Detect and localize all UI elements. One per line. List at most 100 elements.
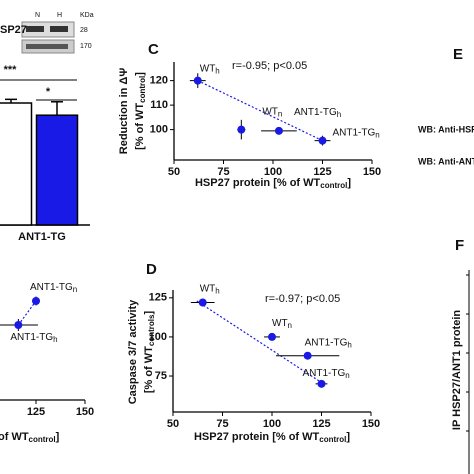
x-tick-label: ANT1-TG xyxy=(18,231,66,243)
data-point xyxy=(303,351,312,360)
point-label: ANT1-TGn xyxy=(30,282,77,294)
text-part: HSP27 protein [% of WT xyxy=(195,177,321,189)
y-tick-label: 100 xyxy=(150,124,168,136)
bar xyxy=(35,114,79,226)
lane-label: H xyxy=(57,12,62,19)
point-label: WTn xyxy=(262,106,282,118)
y-tick-label: 120 xyxy=(150,75,168,87)
data-point xyxy=(274,126,283,135)
significance-label: * xyxy=(46,86,51,98)
lane-label: N xyxy=(35,12,40,19)
y-axis-label: IP HSP27/ANT1 protein xyxy=(451,310,463,430)
x-tick-label: 100 xyxy=(264,166,282,178)
x-tick-label: 100 xyxy=(263,418,281,430)
point-label: ANT1-TGh xyxy=(10,332,57,344)
y-axis-label: Reduction in ΔΨ xyxy=(118,68,130,155)
subscript: h xyxy=(347,341,351,350)
trend-line xyxy=(197,80,323,142)
data-point xyxy=(32,297,40,305)
x-axis-label: of WTcontrol] xyxy=(0,431,60,444)
data-point xyxy=(193,76,202,85)
marker-label: 170 xyxy=(80,43,92,50)
text-part: ANT1-TG xyxy=(303,367,346,378)
text-part: of WT xyxy=(0,431,29,443)
text-part: WT xyxy=(272,318,288,329)
text-part: ANT1-TG xyxy=(305,337,348,348)
point-label: ANT1-TGn xyxy=(303,367,350,379)
text-part: WT xyxy=(200,63,216,74)
y-tick-label: 125 xyxy=(149,292,167,304)
x-axis-label: HSP27 protein [% of WTcontrol] xyxy=(195,177,351,190)
blot-band xyxy=(26,44,68,49)
y-tick-label: 110 xyxy=(150,99,168,111)
data-point xyxy=(318,136,327,145)
x-tick-label: 150 xyxy=(363,166,381,178)
subscript: control xyxy=(29,435,56,444)
point-label: ANT1-TGh xyxy=(305,337,352,349)
x-tick-label: 150 xyxy=(76,406,94,418)
x-tick-label: 150 xyxy=(362,418,380,430)
text-part: ANT1-TG xyxy=(30,282,73,293)
subscript: control xyxy=(138,76,147,103)
data-point xyxy=(14,321,23,329)
data-point xyxy=(237,125,246,134)
subscript: n xyxy=(375,131,379,140)
significance-label: *** xyxy=(4,64,18,76)
x-axis-label: HSP27 protein [% of WTcontrol] xyxy=(194,431,350,444)
x-tick-label: 75 xyxy=(216,418,228,430)
subscript: control xyxy=(319,435,346,444)
subscript: h xyxy=(53,335,57,344)
y-tick-label: 75 xyxy=(155,370,167,382)
point-label: ANT1-TGh xyxy=(294,106,341,118)
marker-label: 28 xyxy=(80,27,88,34)
text-part: WT xyxy=(200,283,216,294)
panel-letter: C xyxy=(148,41,159,58)
x-tick-label: 75 xyxy=(217,166,229,178)
kda-label: KDa xyxy=(80,12,94,19)
text-part: [% of WT xyxy=(134,103,146,150)
subscript: n xyxy=(278,110,282,119)
text-part: ANT1-TG xyxy=(333,127,376,138)
subscript: n xyxy=(73,285,77,294)
subscript: control xyxy=(320,181,347,190)
subscript: h xyxy=(337,110,341,119)
text-part: HSP27 protein [% of WT xyxy=(194,431,320,443)
annotation: r=-0.97; p<0.05 xyxy=(265,293,340,305)
trend-line xyxy=(17,300,37,326)
point-label: WTh xyxy=(200,63,220,75)
bar xyxy=(0,102,33,226)
blot-row-label: WB: Anti-HSP2 xyxy=(418,124,474,134)
y-axis-label: Caspase 3/7 activity xyxy=(127,299,139,404)
blot-strip xyxy=(21,21,75,38)
point-label: WTh xyxy=(200,283,220,295)
text-part: ] xyxy=(56,431,60,443)
point-label: WTn xyxy=(272,318,292,330)
blot-protein: SP27 xyxy=(0,24,27,36)
trend-line xyxy=(196,300,324,385)
y-axis-label: [% of WTcontrol] xyxy=(134,72,147,150)
x-tick-label: 50 xyxy=(168,166,180,178)
data-point xyxy=(317,379,326,388)
y-axis-label: [% of WTcontrols] xyxy=(143,311,156,394)
subscript: h xyxy=(215,67,219,76)
annotation: r=-0.95; p<0.05 xyxy=(232,60,307,72)
blot-row-label: WB: Anti-ANT1 xyxy=(418,156,474,166)
panel-letter: D xyxy=(146,261,157,278)
panel-letter: F xyxy=(455,237,464,254)
blot-band xyxy=(50,26,68,32)
y-tick-label: 100 xyxy=(149,331,167,343)
text-part: WT xyxy=(262,106,278,117)
subscript: controls xyxy=(147,314,156,346)
x-tick-label: 125 xyxy=(313,166,331,178)
text-part: ] xyxy=(134,72,146,76)
subscript: n xyxy=(288,321,292,330)
point-label: ANT1-TGn xyxy=(333,127,380,139)
subscript: h xyxy=(215,287,219,296)
text-part: [% of WT xyxy=(143,346,155,393)
text-part: ANT1-TG xyxy=(10,332,53,343)
x-tick-label: 50 xyxy=(167,418,179,430)
data-point xyxy=(268,332,276,341)
subscript: n xyxy=(345,371,349,380)
text-part: ] xyxy=(346,431,350,443)
